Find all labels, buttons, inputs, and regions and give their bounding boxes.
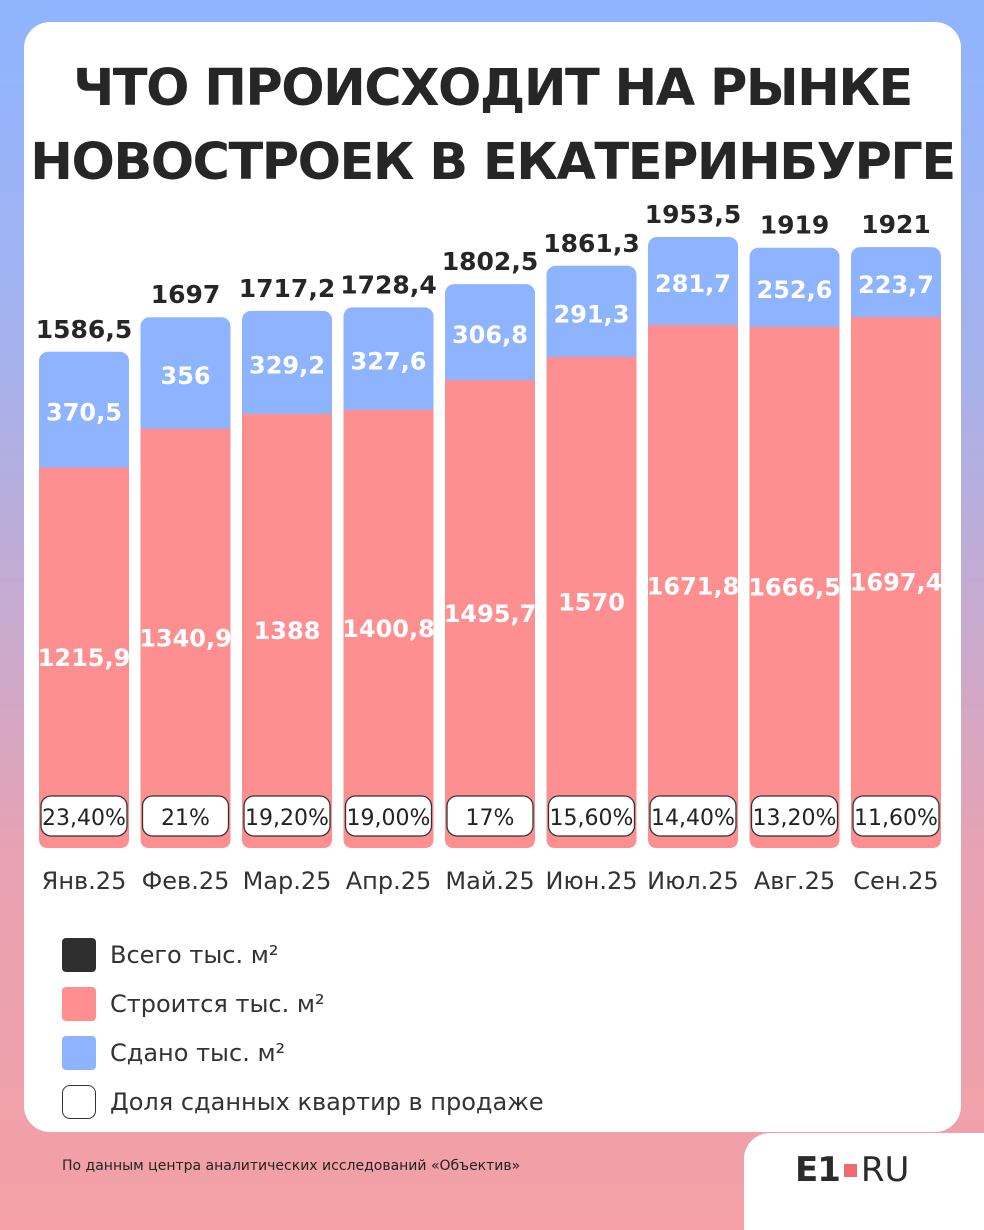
label-total: 1861,3 — [543, 229, 639, 258]
share-badge — [649, 795, 737, 837]
label-total: 1586,5 — [36, 315, 132, 344]
label-delivered: 327,6 — [351, 348, 427, 376]
bar-built — [242, 413, 332, 848]
label-total: 1697 — [151, 280, 221, 309]
label-delivered: 329,2 — [249, 351, 325, 379]
tick-label: Сен.25 — [853, 867, 938, 895]
label-delivered: 281,7 — [655, 270, 731, 298]
share-badge — [852, 795, 940, 837]
label-share: 15,60% — [550, 806, 634, 831]
e1-logo: E1 RU — [795, 1150, 909, 1190]
stacked-bar-chart: 370,5 1215,9 1586,5 23,40% Янв.25 356 1340,9 16… — [36, 200, 943, 895]
share-badge — [750, 795, 839, 837]
share-badge — [40, 795, 128, 837]
legend-swatch-share — [62, 1084, 96, 1119]
label-built: 1570 — [558, 588, 625, 616]
legend-label-share: Доля сданных квартир в продаже — [110, 1087, 544, 1116]
bar-built — [749, 326, 840, 848]
label-delivered: 291,3 — [554, 300, 630, 328]
label-total: 1802,5 — [442, 247, 538, 276]
title-line-1: ЧТО ПРОИСХОДИТ НА РЫНКЕ — [73, 59, 913, 118]
legend-swatch-delivered — [62, 1035, 96, 1070]
label-delivered: 223,7 — [858, 271, 934, 299]
label-share: 23,40% — [42, 806, 126, 831]
logo-suffix: RU — [860, 1150, 910, 1190]
bar-built — [39, 467, 129, 848]
legend-label-total: Всего тыс. м² — [110, 940, 279, 969]
logo-square-icon — [843, 1163, 857, 1177]
logo-container — [744, 1133, 984, 1230]
bar-built — [445, 380, 535, 848]
label-share: 14,40% — [651, 806, 735, 831]
chart-title: ЧТО ПРОИСХОДИТ НА РЫНКЕ НОВОСТРОЕК В ЕКА… — [24, 52, 961, 200]
label-built: 1400,8 — [342, 615, 435, 643]
legend-item-built: Строится тыс. м² — [62, 979, 544, 1028]
tick-label: Авг.25 — [754, 867, 835, 895]
tick-label: Май.25 — [445, 867, 534, 895]
label-delivered: 370,5 — [46, 399, 122, 427]
label-built: 1215,9 — [38, 644, 131, 672]
label-share: 21% — [161, 806, 210, 831]
tick-label: Янв.25 — [42, 867, 127, 895]
bar-built — [648, 325, 738, 848]
bar-built — [851, 317, 941, 848]
legend-item-delivered: Сдано тыс. м² — [62, 1028, 544, 1077]
legend: Всего тыс. м² Строится тыс. м² Сдано тыс… — [62, 930, 544, 1126]
tick-label: Мар.25 — [243, 867, 332, 895]
bar-built — [546, 356, 637, 848]
tick-label: Апр.25 — [346, 867, 432, 895]
share-badge — [141, 795, 230, 837]
label-built: 1697,4 — [850, 569, 943, 597]
label-built: 1495,7 — [444, 600, 537, 628]
logo-main: E1 — [795, 1150, 841, 1190]
legend-item-total: Всего тыс. м² — [62, 930, 544, 979]
label-delivered: 306,8 — [452, 321, 528, 349]
label-total: 1953,5 — [645, 200, 741, 229]
label-share: 11,60% — [854, 806, 938, 831]
label-built: 1388 — [254, 617, 321, 645]
legend-label-built: Строится тыс. м² — [110, 989, 325, 1018]
tick-label: Фев.25 — [142, 867, 230, 895]
label-built: 1666,5 — [748, 573, 841, 601]
label-total: 1717,2 — [239, 274, 335, 303]
label-share: 19,00% — [347, 806, 431, 831]
label-share: 19,20% — [245, 806, 329, 831]
share-badge — [547, 795, 636, 837]
bar-built — [140, 428, 231, 848]
tick-label: Июн.25 — [545, 867, 637, 895]
share-badge — [344, 795, 433, 837]
bar-built — [343, 409, 434, 848]
label-built: 1340,9 — [139, 624, 232, 652]
source-note: По данным центра аналитических исследова… — [62, 1158, 521, 1174]
label-total: 1919 — [760, 211, 830, 240]
label-built: 1671,8 — [647, 573, 740, 601]
tick-label: Июл.25 — [647, 867, 739, 895]
legend-swatch-total — [62, 937, 96, 972]
label-share: 13,20% — [753, 806, 837, 831]
share-badge — [243, 795, 331, 837]
legend-item-share: Доля сданных квартир в продаже — [62, 1077, 544, 1126]
legend-swatch-built — [62, 986, 96, 1021]
label-delivered: 356 — [160, 362, 210, 390]
label-share: 17% — [466, 806, 515, 831]
legend-label-delivered: Сдано тыс. м² — [110, 1038, 286, 1067]
label-total: 1728,4 — [340, 270, 436, 299]
title-line-2: НОВОСТРОЕК В ЕКАТЕРИНБУРГЕ — [30, 133, 956, 192]
label-delivered: 252,6 — [757, 276, 833, 304]
label-total: 1921 — [861, 210, 931, 239]
share-badge — [446, 795, 534, 837]
